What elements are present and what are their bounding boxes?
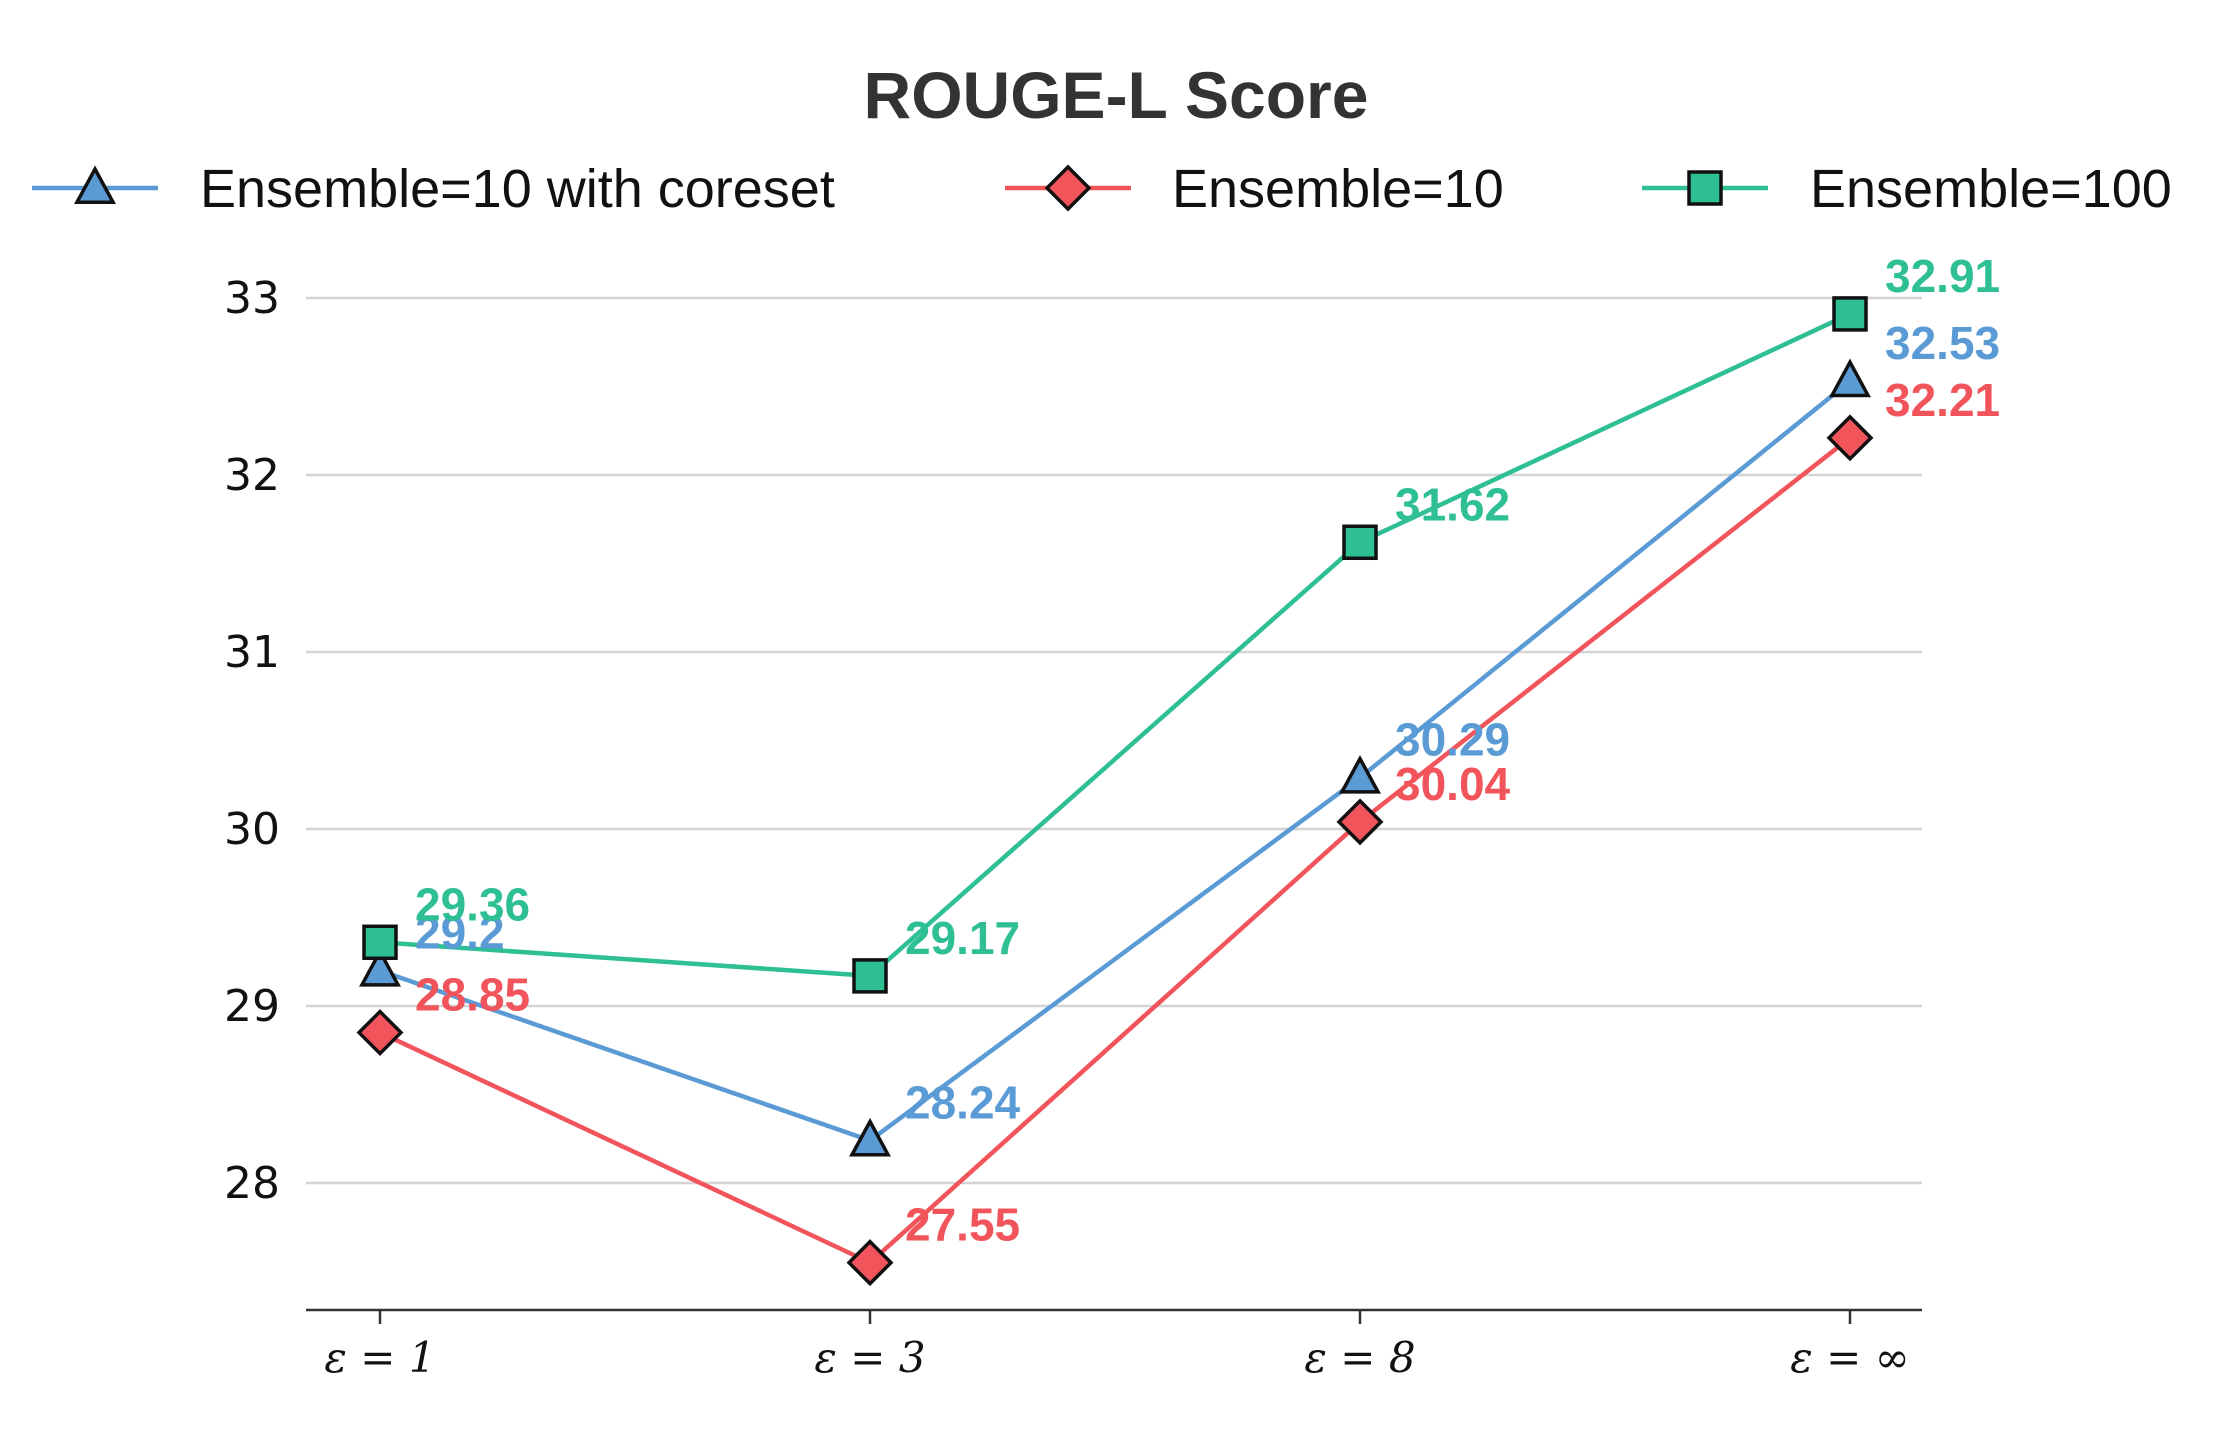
- y-tick-label: 32: [224, 450, 280, 501]
- x-tick-label: ε = ∞: [1790, 1333, 1909, 1382]
- gridlines: [306, 296, 1922, 1185]
- data-label: 32.53: [1885, 317, 2000, 369]
- data-label: 28.24: [905, 1077, 1021, 1129]
- data-label: 30.29: [1395, 714, 1510, 766]
- data-point-square: [1342, 524, 1378, 561]
- series-diamond: [356, 414, 1874, 1287]
- data-label: 29.36: [415, 878, 530, 930]
- legend-square-marker: [1687, 170, 1723, 206]
- legend-triangle-marker: [74, 165, 116, 204]
- data-point-square: [362, 924, 398, 961]
- data-label: 31.62: [1395, 478, 1510, 530]
- y-tick-label: 29: [224, 981, 280, 1032]
- x-tick-label: ε = 1: [324, 1333, 435, 1382]
- legend-item: Ensemble=100: [1642, 159, 2172, 219]
- data-label: 27.55: [905, 1199, 1020, 1251]
- series-layer: [356, 296, 1874, 1287]
- data-label: 29.2: [415, 907, 505, 959]
- data-point-square: [1832, 296, 1868, 332]
- data-label: 32.91: [1885, 250, 2000, 302]
- legend-diamond-marker: [1044, 164, 1092, 212]
- y-axis-ticks: 28 29 30 31 32 33: [224, 273, 280, 1209]
- legend-label: Ensemble=100: [1810, 159, 2172, 219]
- legend-item: Ensemble=10: [1005, 159, 1504, 219]
- y-tick-label: 28: [224, 1158, 280, 1209]
- series-square: [362, 296, 1868, 994]
- data-point-diamond: [846, 1239, 894, 1287]
- x-axis-ticks: ε = 1 ε = 3 ε = 8 ε = ∞: [324, 1310, 1910, 1382]
- data-point-triangle: [359, 947, 401, 987]
- series-line: [379, 436, 1852, 1265]
- data-point-triangle: [1829, 358, 1871, 398]
- data-label: 30.04: [1395, 758, 1511, 810]
- legend-item: Ensemble=10 with coreset: [32, 159, 835, 219]
- series-line: [379, 379, 1852, 1143]
- y-tick-label: 31: [224, 627, 280, 678]
- legend-label: Ensemble=10: [1172, 159, 1504, 219]
- data-label: 28.85: [415, 969, 530, 1021]
- y-tick-label: 30: [224, 804, 280, 855]
- legend: Ensemble=10 with coreset Ensemble=10 Ensem…: [32, 159, 2172, 219]
- data-point-triangle: [1339, 755, 1381, 794]
- legend-label: Ensemble=10 with coreset: [200, 159, 835, 219]
- chart-title: ROUGE-L Score: [864, 58, 1369, 132]
- data-point-diamond: [1826, 414, 1874, 462]
- series-line: [379, 311, 1851, 979]
- data-point-square: [852, 958, 888, 994]
- data-label: 29.17: [905, 912, 1020, 964]
- data-point-diamond: [356, 1009, 404, 1057]
- data-label: 32.21: [1885, 374, 2000, 426]
- series-triangle: [359, 358, 1871, 1157]
- data-point-diamond: [1336, 798, 1384, 846]
- data-labels: 29.2 28.24 30.29 32.53 28.85 27.55 30.04 32.21 2…: [415, 250, 2000, 1251]
- data-point-triangle: [849, 1117, 891, 1157]
- y-tick-label: 33: [224, 273, 280, 324]
- x-tick-label: ε = 3: [814, 1333, 925, 1382]
- x-tick-label: ε = 8: [1304, 1333, 1415, 1382]
